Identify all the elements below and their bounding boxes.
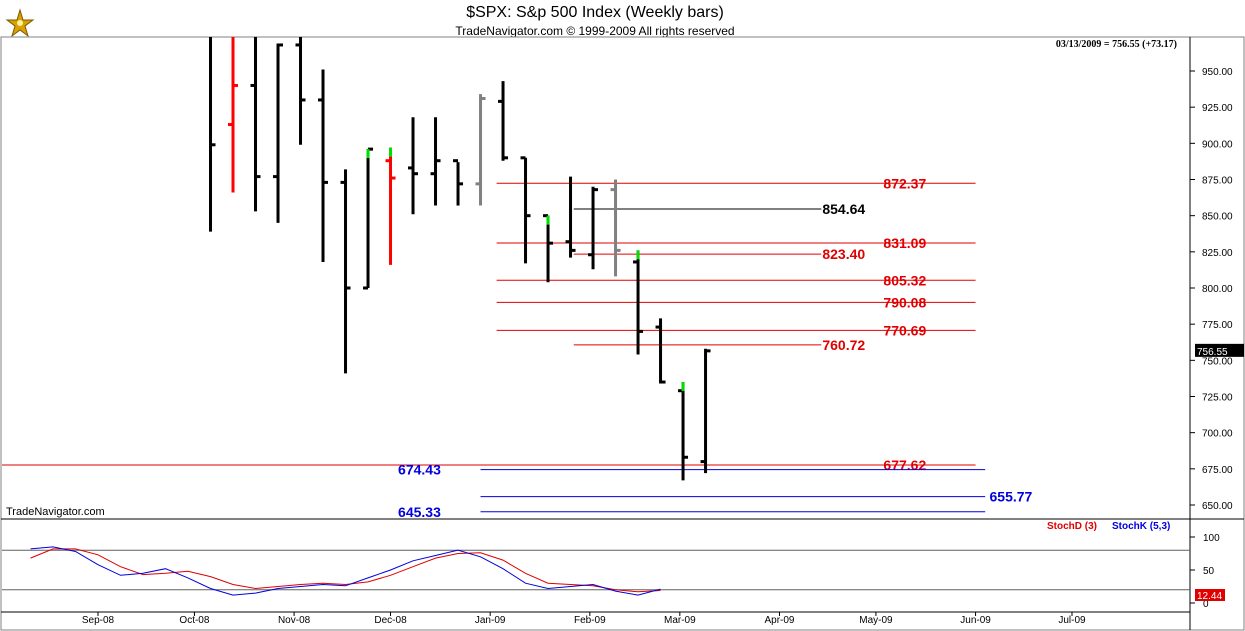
osc-tick-label-2: 0 [1203,599,1209,610]
y-tick-label-3: 875.00 [1202,176,1233,187]
x-tick-label-1: Oct-08 [179,615,209,626]
x-tick-label-2: Nov-08 [278,615,311,626]
legend-stoch-k: StochK (5,3) [1112,521,1171,532]
level-label-10: 655.77 [990,489,1033,505]
level-label-2: 831.09 [883,235,926,251]
trade-navigator-logo [5,8,35,38]
y-tick-label-5: 825.00 [1202,248,1233,259]
x-tick-label-9: Jun-09 [960,615,991,626]
level-label-4: 805.32 [883,272,926,288]
x-tick-label-3: Dec-08 [374,615,407,626]
y-tick-label-4: 850.00 [1202,212,1233,223]
level-label-3: 823.40 [822,246,865,262]
level-label-0: 872.37 [883,175,926,191]
y-tick-label-1: 925.00 [1202,103,1233,114]
y-tick-label-12: 650.00 [1202,501,1233,512]
y-tick-label-6: 800.00 [1202,284,1233,295]
level-label-9: 674.43 [398,462,441,478]
level-label-6: 770.69 [883,322,926,338]
y-tick-label-2: 900.00 [1202,139,1233,150]
y-tick-label-10: 700.00 [1202,429,1233,440]
x-tick-label-10: Jul-09 [1058,615,1086,626]
x-tick-label-8: May-09 [859,615,893,626]
y-tick-label-0: 950.00 [1202,67,1233,78]
osc-tick-label-1: 50 [1203,566,1215,577]
level-label-7: 760.72 [822,337,865,353]
last-price-box [1195,343,1244,357]
y-tick-label-7: 775.00 [1202,320,1233,331]
osc-tick-label-0: 100 [1203,533,1220,544]
level-label-1: 854.64 [822,201,865,217]
chart-copyright: TradeNavigator.com © 1999-2009 All right… [455,24,735,38]
watermark: TradeNavigator.com [6,506,105,518]
osc-line-stoch-d [30,548,661,593]
x-tick-label-0: Sep-08 [82,615,115,626]
osc-last-label: 12.44 [1197,591,1222,602]
last-quote: 03/13/2009 = 756.55 (+73.17) [1055,39,1177,50]
y-tick-label-11: 675.00 [1202,465,1233,476]
level-label-5: 790.08 [883,294,926,310]
level-label-11: 645.33 [398,504,441,520]
x-tick-label-4: Jan-09 [475,615,506,626]
legend-stoch-d: StochD (3) [1047,521,1097,532]
level-label-8: 677.62 [883,457,926,473]
last-price-label: 756.55 [1197,347,1228,358]
y-tick-label-9: 725.00 [1202,393,1233,404]
x-tick-label-7: Apr-09 [764,615,794,626]
osc-line-stoch-k [30,546,661,596]
x-tick-label-5: Feb-09 [574,615,606,626]
chart-title: $SPX: S&p 500 Index (Weekly bars) [466,4,724,21]
x-tick-label-6: Mar-09 [664,615,696,626]
osc-last-box [1195,589,1225,601]
y-tick-label-8: 750.00 [1202,356,1233,367]
